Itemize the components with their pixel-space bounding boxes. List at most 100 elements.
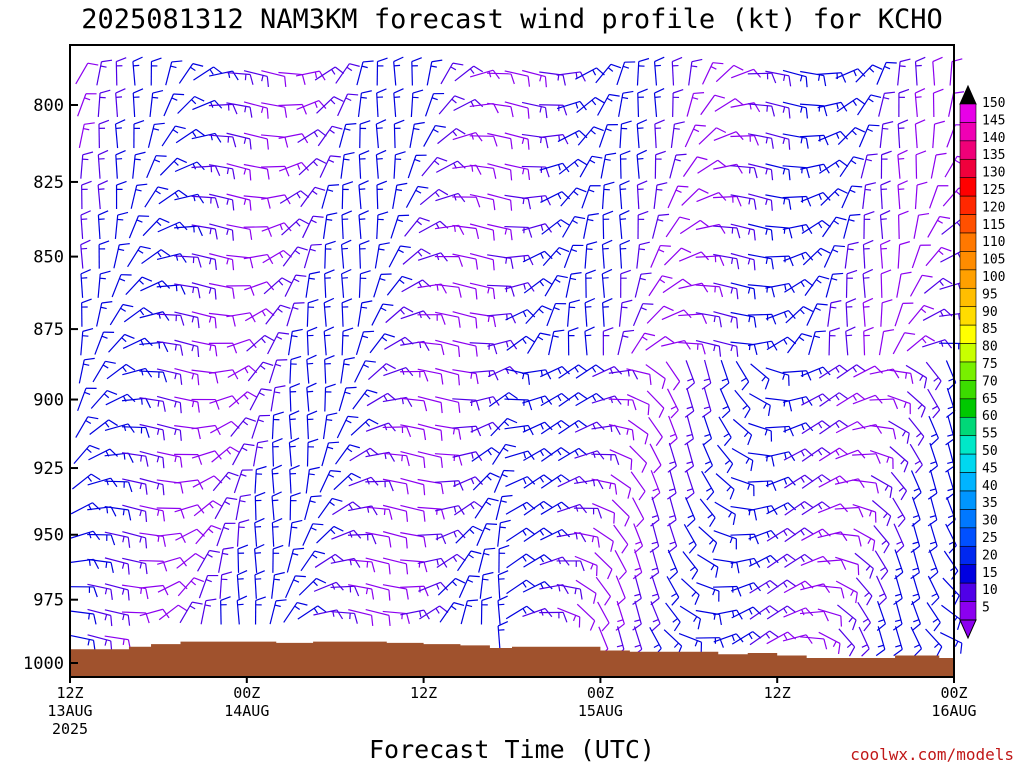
barb-flag <box>712 62 724 65</box>
barb-flag <box>557 193 562 200</box>
wind-barb <box>539 162 570 173</box>
barb-flag <box>510 313 517 324</box>
barb-flag <box>247 391 257 398</box>
barb-staff <box>894 626 903 650</box>
barb-flag <box>667 519 677 527</box>
barb-staff <box>557 607 580 618</box>
barb-staff <box>556 584 581 590</box>
wind-barb <box>908 417 925 446</box>
barb-flag <box>735 633 744 643</box>
barb-flag <box>306 382 317 389</box>
barb-flag <box>157 251 162 258</box>
barb-flag <box>544 395 553 405</box>
barb-flag <box>818 275 830 280</box>
barb-flag <box>931 593 938 597</box>
barb-staff <box>284 274 297 297</box>
wind-barb <box>70 530 101 541</box>
barb-flag <box>507 417 518 424</box>
barb-flag <box>345 123 357 126</box>
wind-barb <box>614 550 627 580</box>
wind-barb <box>836 97 866 113</box>
barb-flag <box>574 216 586 220</box>
barb-flag <box>863 326 874 332</box>
barb-flag <box>872 540 876 552</box>
wind-barb <box>678 341 706 355</box>
barb-staff <box>270 387 276 412</box>
wind-barb <box>191 253 217 270</box>
barb-flag <box>913 644 920 648</box>
barb-flag <box>345 97 352 102</box>
wind-barb <box>174 311 200 329</box>
barb-flag <box>640 272 652 275</box>
wind-barb <box>393 88 404 118</box>
barb-staff <box>944 156 958 178</box>
barb-flag <box>854 127 866 133</box>
wind-barb <box>525 305 552 325</box>
barb-flag <box>592 69 597 76</box>
barb-staff <box>457 550 472 572</box>
barb-flag <box>289 383 301 389</box>
wind-barb <box>197 549 220 572</box>
barb-flag <box>588 213 599 216</box>
barb-flag <box>249 107 253 118</box>
barb-staff <box>766 527 788 542</box>
barb-flag <box>121 588 125 595</box>
barb-flag <box>602 268 613 275</box>
barb-staff <box>681 578 700 596</box>
wind-barb <box>174 161 205 173</box>
wind-barb <box>651 213 670 239</box>
wind-barb <box>591 478 618 495</box>
barb-flag <box>330 528 336 535</box>
barb-staff <box>632 497 645 520</box>
barb-flag <box>753 259 756 271</box>
wind-barb <box>104 506 132 521</box>
wind-barb <box>469 396 500 406</box>
wind-barb <box>435 339 461 357</box>
barb-flag <box>273 411 284 416</box>
wind-barb <box>801 474 831 489</box>
barb-flag <box>740 377 747 382</box>
wind-barb <box>765 70 792 87</box>
barb-staff <box>348 505 372 512</box>
barb-flag <box>783 633 788 640</box>
barb-flag <box>289 437 300 444</box>
barb-flag <box>98 149 109 156</box>
barb-flag <box>311 190 318 195</box>
barb-flag <box>764 429 768 436</box>
credit-link[interactable]: coolwx.com/models <box>850 745 1014 764</box>
wind-barb <box>608 423 635 441</box>
barb-flag <box>932 409 941 419</box>
barb-flag <box>925 335 935 342</box>
wind-barb <box>177 95 205 114</box>
barb-staff <box>669 154 677 179</box>
barb-staff <box>365 531 390 538</box>
barb-flag <box>145 398 152 409</box>
barb-staff <box>818 631 841 644</box>
barb-flag <box>294 249 301 255</box>
wind-barb <box>878 329 895 356</box>
wind-barb <box>817 101 848 112</box>
barb-staff <box>272 442 275 467</box>
barb-staff <box>249 388 262 411</box>
barb-staff <box>822 216 837 238</box>
wind-barb <box>298 158 327 176</box>
barb-flag <box>723 437 732 447</box>
barb-flag <box>783 339 788 345</box>
barb-staff <box>749 579 771 594</box>
barb-flag <box>152 90 164 94</box>
wind-barb <box>236 595 248 625</box>
barb-flag <box>482 571 494 576</box>
wind-barb <box>336 415 359 439</box>
barb-staff <box>527 332 541 354</box>
barb-flag <box>641 336 648 341</box>
barb-flag <box>488 497 499 502</box>
colorbar-swatch <box>959 435 977 455</box>
wind-barb <box>367 363 396 381</box>
barb-staff <box>925 247 942 267</box>
barb-flag <box>98 119 110 125</box>
barb-staff <box>665 216 681 238</box>
barb-flag <box>140 369 144 376</box>
barb-staff <box>191 224 216 230</box>
barb-staff <box>923 277 944 294</box>
wind-barb <box>289 492 301 521</box>
